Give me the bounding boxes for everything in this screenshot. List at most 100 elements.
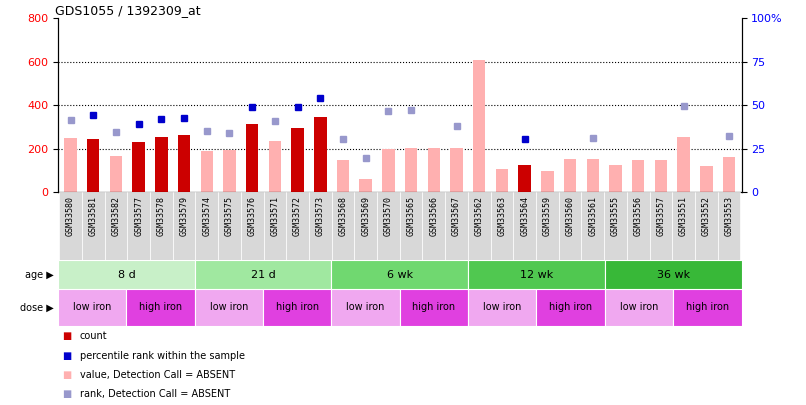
Bar [604, 192, 627, 260]
Bar [241, 192, 264, 260]
Bar [331, 289, 400, 326]
Text: 21 d: 21 d [251, 270, 276, 279]
Text: ■: ■ [62, 331, 71, 341]
Text: high iron: high iron [139, 303, 182, 312]
Bar [155, 137, 168, 192]
Text: GSM33562: GSM33562 [475, 196, 484, 236]
Bar [64, 139, 77, 192]
Bar [82, 192, 105, 260]
Bar [172, 192, 195, 260]
Text: GSM33563: GSM33563 [497, 196, 506, 236]
Text: ■: ■ [62, 370, 71, 380]
Text: high iron: high iron [549, 303, 592, 312]
Text: low iron: low iron [620, 303, 659, 312]
Text: low iron: low iron [73, 303, 111, 312]
Bar [286, 192, 309, 260]
Text: GDS1055 / 1392309_at: GDS1055 / 1392309_at [55, 4, 200, 17]
Bar [717, 192, 741, 260]
Text: GSM33578: GSM33578 [157, 196, 166, 236]
Text: GSM33569: GSM33569 [361, 196, 370, 236]
Bar [609, 165, 621, 192]
Text: 8 d: 8 d [118, 270, 135, 279]
Text: GSM33581: GSM33581 [89, 196, 98, 236]
Bar [672, 192, 695, 260]
Bar [201, 151, 213, 192]
Bar [105, 192, 127, 260]
Text: GSM33566: GSM33566 [430, 196, 438, 236]
Text: GSM33572: GSM33572 [293, 196, 302, 236]
Bar [377, 192, 400, 260]
Bar [127, 192, 150, 260]
Bar [650, 192, 672, 260]
Text: rank, Detection Call = ABSENT: rank, Detection Call = ABSENT [80, 390, 230, 399]
Text: GSM33555: GSM33555 [611, 196, 620, 236]
Text: GSM33579: GSM33579 [180, 196, 189, 236]
Bar [263, 289, 331, 326]
Text: GSM33582: GSM33582 [111, 196, 120, 236]
Text: GSM33574: GSM33574 [202, 196, 211, 236]
Text: ■: ■ [62, 390, 71, 399]
Bar [127, 289, 195, 326]
Bar [541, 171, 554, 192]
Bar [700, 166, 713, 192]
Bar [331, 192, 355, 260]
Text: ■: ■ [62, 351, 71, 360]
Bar [58, 260, 195, 289]
Bar [559, 192, 581, 260]
Bar [309, 192, 331, 260]
Bar [536, 192, 559, 260]
Bar [654, 160, 667, 192]
Text: low iron: low iron [210, 303, 248, 312]
Bar [291, 128, 304, 192]
Bar [537, 289, 604, 326]
Text: GSM33559: GSM33559 [543, 196, 552, 236]
Text: GSM33580: GSM33580 [66, 196, 75, 236]
Bar [405, 148, 418, 192]
Bar [246, 124, 259, 192]
Bar [445, 192, 468, 260]
Bar [264, 192, 286, 260]
Bar [513, 192, 536, 260]
Bar [581, 192, 604, 260]
Text: GSM33576: GSM33576 [247, 196, 256, 236]
Bar [496, 169, 509, 192]
Text: GSM33577: GSM33577 [134, 196, 143, 236]
Bar [87, 139, 99, 192]
Text: high iron: high iron [413, 303, 455, 312]
Bar [627, 192, 650, 260]
Bar [564, 159, 576, 192]
Bar [382, 149, 395, 192]
Bar [604, 289, 673, 326]
Text: low iron: low iron [347, 303, 384, 312]
Text: GSM33556: GSM33556 [634, 196, 642, 236]
Text: GSM33552: GSM33552 [702, 196, 711, 236]
Bar [587, 159, 599, 192]
Bar [400, 289, 468, 326]
Bar [195, 260, 331, 289]
Text: 12 wk: 12 wk [520, 270, 553, 279]
Text: GSM33565: GSM33565 [407, 196, 416, 236]
Text: count: count [80, 331, 107, 341]
Bar [195, 192, 218, 260]
Bar [132, 142, 145, 192]
Bar [59, 192, 82, 260]
Bar [695, 192, 717, 260]
Bar [314, 117, 326, 192]
Bar [473, 60, 485, 192]
Text: GSM33553: GSM33553 [725, 196, 733, 236]
Text: GSM33551: GSM33551 [679, 196, 688, 236]
Bar [195, 289, 263, 326]
Bar [400, 192, 422, 260]
Bar [422, 192, 445, 260]
Bar [677, 137, 690, 192]
Bar [468, 260, 604, 289]
Bar [268, 141, 281, 192]
Text: age ▶: age ▶ [25, 270, 54, 279]
Bar [428, 148, 440, 192]
Bar [337, 160, 349, 192]
Bar [673, 289, 742, 326]
Bar [451, 148, 463, 192]
Bar [331, 260, 468, 289]
Text: percentile rank within the sample: percentile rank within the sample [80, 351, 245, 360]
Bar [355, 192, 377, 260]
